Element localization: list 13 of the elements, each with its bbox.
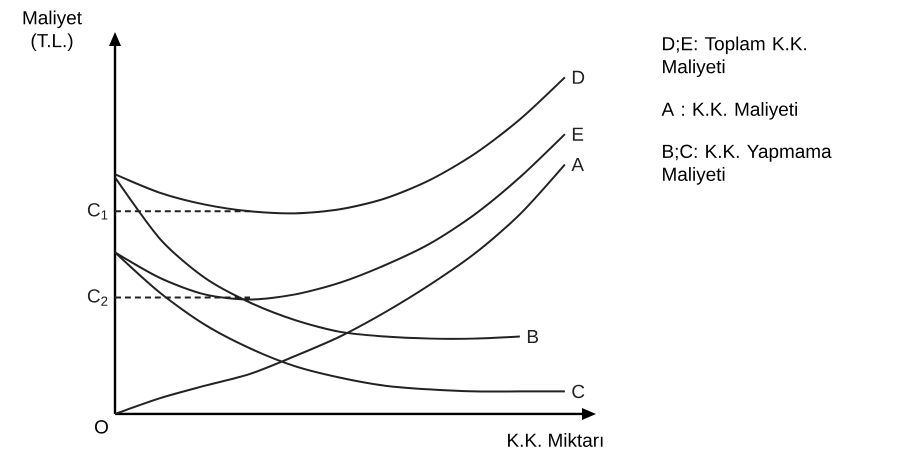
series-label: C$_{1}$ [88,203,108,220]
x-axis-title: K.K. Miktarı [508,433,603,447]
y-axis-title: Maliyet (T.L.) [24,10,82,52]
series-label: D [572,70,584,84]
series-label: E [572,128,584,141]
text: O [95,420,108,434]
series-label: C$_{2}$ [88,289,108,306]
series-label: A [571,158,584,172]
text: B;C: K.K. Yapmama Maliyeti [663,144,832,185]
text: A : K.K. Maliyeti [662,102,797,120]
series-label: C [572,384,584,398]
text: D;E: Toplam K.K. Maliyeti [663,36,806,78]
series-label: B [528,330,538,344]
